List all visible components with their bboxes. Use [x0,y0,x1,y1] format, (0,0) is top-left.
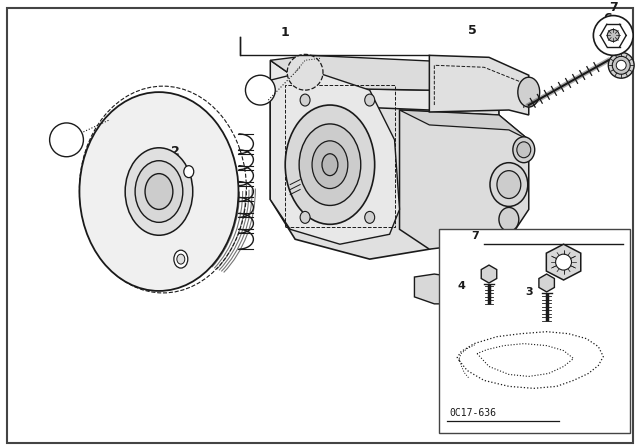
Ellipse shape [499,207,519,231]
Ellipse shape [184,166,194,177]
Text: 4: 4 [457,281,465,291]
Text: 7: 7 [609,1,618,14]
Polygon shape [481,265,497,283]
Ellipse shape [312,141,348,189]
Polygon shape [429,56,529,115]
Text: 2: 2 [172,145,180,158]
Polygon shape [415,274,454,304]
Ellipse shape [513,137,535,163]
Polygon shape [7,8,633,443]
Ellipse shape [145,174,173,209]
Text: 4: 4 [256,84,265,97]
Polygon shape [547,244,580,280]
Circle shape [608,52,634,78]
Polygon shape [270,78,499,259]
Text: 1: 1 [281,26,289,39]
Ellipse shape [300,211,310,224]
Circle shape [612,56,630,74]
Circle shape [616,60,626,70]
Circle shape [287,54,323,90]
Circle shape [246,75,275,105]
Circle shape [593,16,633,56]
Circle shape [556,254,572,270]
Ellipse shape [365,94,374,106]
Ellipse shape [174,250,188,268]
Text: 3: 3 [525,287,532,297]
Text: 5: 5 [468,24,476,37]
Ellipse shape [135,161,183,222]
Circle shape [607,30,620,41]
Ellipse shape [285,105,374,224]
Ellipse shape [322,154,338,176]
Ellipse shape [79,92,239,291]
Text: 7: 7 [471,231,479,241]
Ellipse shape [177,254,185,264]
Ellipse shape [365,211,374,224]
Ellipse shape [497,171,521,198]
Ellipse shape [299,124,361,206]
Text: 3: 3 [62,134,71,146]
Polygon shape [399,110,529,140]
Polygon shape [399,110,529,249]
Polygon shape [270,56,479,90]
Text: 6: 6 [603,12,612,25]
Ellipse shape [490,163,528,207]
Polygon shape [270,60,479,110]
Text: 0C17-636: 0C17-636 [449,408,496,418]
Polygon shape [539,274,554,292]
Ellipse shape [518,77,540,107]
Ellipse shape [517,142,531,158]
Polygon shape [439,229,630,433]
Polygon shape [270,70,399,244]
Ellipse shape [125,148,193,235]
Circle shape [50,123,83,157]
Ellipse shape [300,94,310,106]
